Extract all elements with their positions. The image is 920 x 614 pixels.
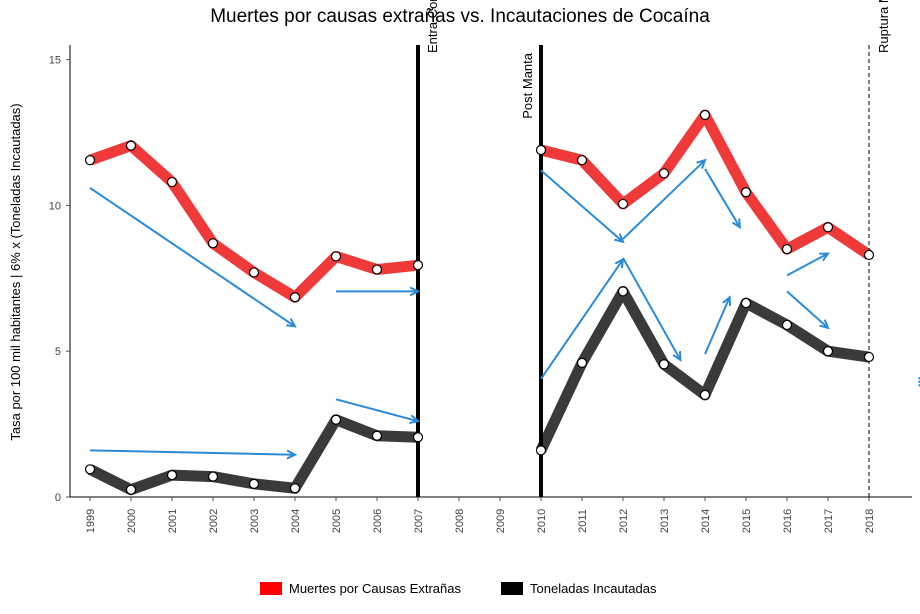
data-point-deaths <box>740 187 752 198</box>
trend-arrow <box>622 160 705 240</box>
trend-arrows <box>89 160 920 455</box>
data-point-seizures <box>658 359 670 370</box>
series-line-seizures <box>536 285 870 453</box>
x-tick-label: 2006 <box>372 509 384 533</box>
data-point-seizures <box>84 464 96 475</box>
x-tick-label: 2010 <box>536 509 548 533</box>
event-line-label: Post Manta <box>520 52 535 119</box>
y-tick-label: 15 <box>49 55 61 67</box>
x-tick-label: 2005 <box>331 509 343 533</box>
data-point-seizures <box>822 346 834 357</box>
data-point-seizures <box>248 478 260 489</box>
data-point-deaths <box>535 144 547 156</box>
data-point-deaths <box>125 140 137 151</box>
data-point-seizures <box>125 484 137 495</box>
y-tick-label: 0 <box>55 492 61 504</box>
data-point-seizures <box>166 470 178 481</box>
x-tick-label: 2009 <box>495 509 507 533</box>
data-point-seizures <box>740 297 752 309</box>
data-point-deaths <box>617 198 629 210</box>
x-tick-label: 2017 <box>823 509 835 533</box>
data-point-deaths <box>289 292 301 303</box>
legend-label-deaths: Muertes por Causas Extrañas <box>289 581 461 596</box>
legend: Muertes por Causas Extrañas Toneladas In… <box>260 581 657 596</box>
data-point-seizures <box>289 483 301 494</box>
data-point-deaths <box>330 251 342 262</box>
legend-swatch-deaths <box>260 582 282 595</box>
x-tick-label: 2003 <box>249 509 261 533</box>
x-tick-label: 2011 <box>577 509 589 533</box>
y-tick-label: 10 <box>49 200 61 212</box>
x-tick-label: 2014 <box>700 509 712 533</box>
x-tick-label: 2008 <box>454 509 466 533</box>
data-point-seizures <box>330 414 342 425</box>
data-point-deaths <box>248 267 260 278</box>
x-tick-label: 2000 <box>126 509 138 533</box>
legend-label-seizures: Toneladas Incautadas <box>530 581 657 596</box>
trend-arrow <box>704 297 730 355</box>
data-point-deaths <box>84 155 96 166</box>
data-point-deaths <box>658 168 670 179</box>
data-point-deaths <box>822 222 834 233</box>
trend-arrow <box>540 169 623 241</box>
event-line-label: Entra Correa <box>425 0 440 53</box>
trend-arrow <box>335 398 418 421</box>
data-point-deaths <box>166 176 178 188</box>
x-tick-label: 2016 <box>782 509 794 533</box>
data-point-seizures <box>207 471 219 482</box>
data-point-seizures <box>617 286 629 297</box>
x-tick-label: 1999 <box>85 509 97 533</box>
data-point-seizures <box>863 351 875 363</box>
x-tick-label: 2015 <box>741 509 753 533</box>
data-point-deaths <box>412 260 424 271</box>
data-point-deaths <box>863 249 875 261</box>
x-tick-label: 2018 <box>864 509 876 533</box>
series-line-deaths <box>539 109 873 260</box>
data-points <box>84 109 875 495</box>
x-tick-label: 2007 <box>413 509 425 533</box>
event-lines: Entra Correa Post Manta Ruptura Moreno - C… <box>416 0 891 497</box>
data-point-deaths <box>781 244 793 255</box>
data-point-seizures <box>576 357 588 368</box>
y-tick-label: 5 <box>55 346 61 358</box>
data-point-seizures <box>371 430 383 441</box>
trend-arrow <box>786 254 828 277</box>
chart-title: Muertes por causas extrañas vs. Incautac… <box>210 6 710 27</box>
data-point-deaths <box>576 155 588 166</box>
y-axis-title: Tasa por 100 mil habitantes | 6% x (Tone… <box>8 103 23 440</box>
data-point-seizures <box>412 432 424 443</box>
x-tick-label: 2012 <box>618 509 630 533</box>
data-point-seizures <box>699 389 711 401</box>
trend-arrow <box>89 449 295 454</box>
data-point-deaths <box>207 238 219 249</box>
data-point-seizures <box>535 445 547 456</box>
trend-arrow <box>704 168 740 227</box>
x-tick-label: 2004 <box>290 509 302 533</box>
series-lines <box>87 109 873 496</box>
legend-swatch-seizures <box>501 582 523 595</box>
x-tick-label: 2013 <box>659 509 671 533</box>
x-tick-label: 2001 <box>167 509 179 533</box>
trend-arrow <box>89 187 295 327</box>
x-tick-label: 2002 <box>208 509 220 533</box>
data-point-deaths <box>699 109 711 121</box>
trend-arrow <box>622 257 680 360</box>
data-point-seizures <box>781 319 793 331</box>
trend-arrow <box>786 290 828 327</box>
data-point-deaths <box>371 264 383 275</box>
trend-arrow <box>540 259 623 380</box>
axes: 0 5 10 15 1999 2000 2001 2002 2003 2004 2005 2006 20… <box>49 45 912 533</box>
event-line-label: Ruptura Moreno - Correa <box>876 0 891 53</box>
